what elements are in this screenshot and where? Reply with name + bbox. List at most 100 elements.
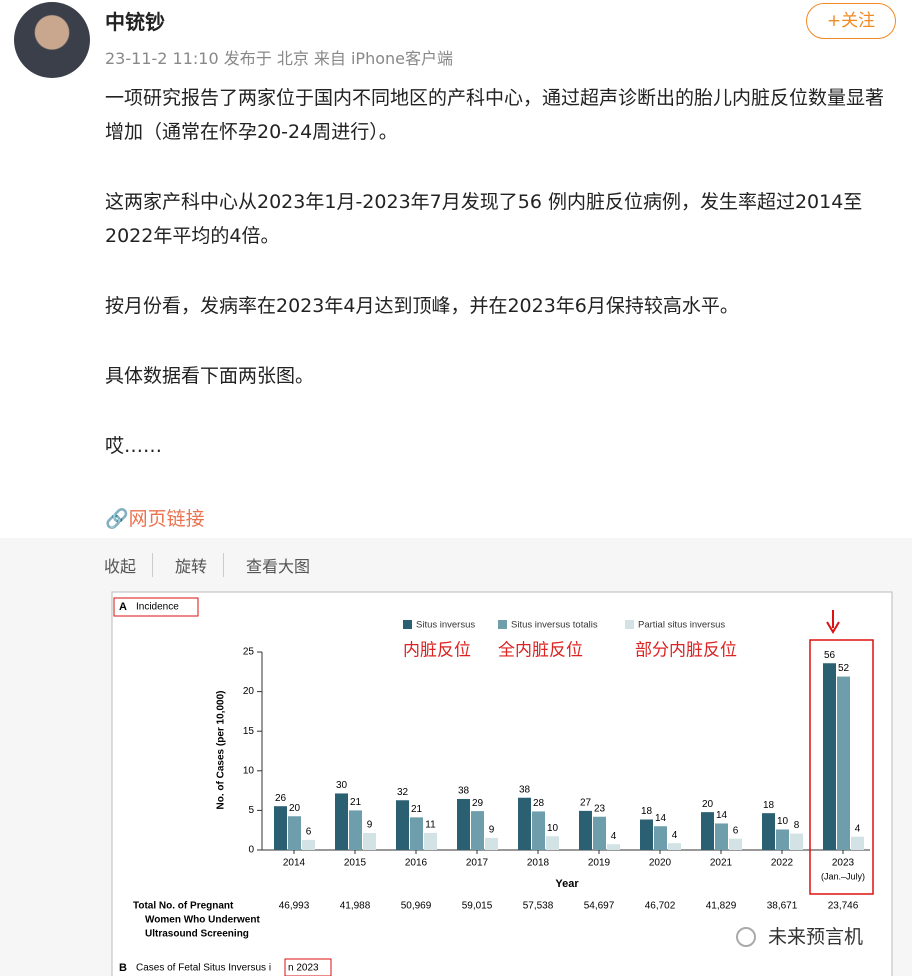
panel-title: Incidence	[136, 602, 179, 613]
paragraph: 按月份看，发病率在2023年4月达到顶峰，并在2023年6月保持较高水平。	[105, 295, 739, 317]
case-count: 20	[702, 799, 714, 810]
follow-button[interactable]: +关注	[806, 3, 896, 39]
x-tick-label: 2017	[466, 858, 489, 869]
case-count: 32	[397, 787, 409, 798]
bar	[654, 826, 667, 850]
annotation: 全内脏反位	[498, 640, 583, 659]
y-tick-label: 5	[248, 805, 254, 816]
case-count: 29	[472, 798, 484, 809]
arrow	[826, 610, 840, 634]
legend-label: Partial situs inversus	[638, 620, 725, 631]
bar	[776, 829, 789, 850]
x-tick-label: 2022	[771, 858, 794, 869]
avatar[interactable]	[14, 2, 90, 78]
case-count: 23	[594, 803, 606, 814]
bar	[546, 836, 559, 850]
bar	[288, 816, 301, 850]
y-tick-label: 20	[243, 686, 255, 697]
link-text[interactable]: 网页链接	[128, 508, 205, 530]
bar	[851, 836, 864, 850]
case-count: 56	[824, 650, 836, 661]
bar	[518, 797, 531, 850]
bar	[274, 806, 287, 850]
case-count: 20	[289, 803, 301, 814]
watermark: 未来预言机	[768, 926, 863, 948]
case-count: 8	[794, 820, 800, 831]
legend-swatch	[625, 620, 634, 629]
case-count: 26	[275, 793, 287, 804]
panel-box	[113, 597, 199, 617]
bar	[579, 810, 592, 850]
case-count: 30	[336, 780, 348, 791]
y-tick-label: 25	[243, 647, 255, 658]
paragraph: 这两家产科中心从2023年1月-2023年7月发现了56 例内脏反位病例，发生率…	[105, 191, 863, 247]
toolbar-button[interactable]: 查看大图	[223, 553, 326, 577]
annotation: 内脏反位	[403, 640, 471, 659]
bar	[607, 844, 620, 850]
case-count: 14	[655, 813, 667, 824]
case-count: 4	[855, 823, 861, 834]
bar	[349, 810, 362, 850]
x-tick-label: 2016	[405, 858, 428, 869]
case-count: 9	[489, 825, 495, 836]
bar	[701, 812, 714, 850]
web-link[interactable]: 🔗网页链接	[105, 508, 205, 530]
bar	[715, 823, 728, 850]
case-count: 4	[672, 830, 678, 841]
author[interactable]: 中铳钞	[105, 10, 165, 34]
x-tick-label: 2018	[527, 858, 550, 869]
total-count: 54,697	[584, 901, 615, 912]
total-count: 46,993	[279, 901, 310, 912]
annotation: 部分内脏反位	[635, 640, 737, 659]
case-count: 18	[763, 800, 775, 811]
total-count: 57,538	[523, 901, 554, 912]
y-tick-label: 15	[243, 726, 255, 737]
case-count: 4	[611, 831, 617, 842]
y-tick-label: 10	[243, 765, 255, 776]
legend-swatch	[403, 620, 412, 629]
bar	[335, 793, 348, 850]
case-count: 14	[716, 810, 728, 821]
total-count: 59,015	[462, 901, 493, 912]
bar	[363, 833, 376, 850]
post-meta: 23-11-2 11:10 发布于 北京 来自 iPhone客户端	[105, 49, 453, 68]
bar	[790, 833, 803, 850]
total-count: 41,829	[706, 901, 737, 912]
case-count: 27	[580, 798, 592, 809]
case-count: 18	[641, 806, 653, 817]
legend-label: Situs inversus	[416, 620, 475, 631]
bar	[396, 800, 409, 850]
bar	[593, 816, 606, 850]
toolbar-button[interactable]: 收起	[104, 557, 137, 576]
bar	[424, 832, 437, 850]
panel-b-title: Cases of Fetal Situs Inversus i	[136, 963, 271, 974]
x-tick-label: 2021	[710, 858, 733, 869]
panel-b-boxed: n 2023	[288, 963, 319, 974]
x-tick-label: 2019	[588, 858, 611, 869]
bar	[762, 813, 775, 850]
case-count: 6	[733, 825, 739, 836]
toolbar: 收起 旋转 查看大图	[104, 553, 326, 577]
bar	[485, 837, 498, 850]
case-count: 9	[367, 820, 373, 831]
row-label: Women Who Underwent	[145, 915, 260, 926]
row-label: Ultrasound Screening	[145, 929, 249, 940]
bar	[640, 819, 653, 850]
bar	[457, 798, 470, 850]
bar	[837, 676, 850, 850]
watermark-icon	[736, 927, 756, 947]
case-count: 21	[411, 804, 423, 815]
total-count: 38,671	[767, 901, 798, 912]
toolbar-button[interactable]: 旋转	[152, 553, 223, 577]
legend-swatch	[498, 620, 507, 629]
case-count: 6	[306, 827, 312, 838]
total-count: 50,969	[401, 901, 432, 912]
bar	[471, 811, 484, 850]
paragraph: 一项研究报告了两家位于国内不同地区的产科中心，通过超声诊断出的胎儿内脏反位数量显…	[105, 87, 885, 143]
row-label: Total No. of Pregnant	[133, 901, 234, 912]
panel-label: A	[119, 601, 127, 613]
panel-b-box	[284, 958, 332, 976]
case-count: 52	[838, 663, 850, 674]
x-tick-label: 2023	[832, 858, 855, 869]
